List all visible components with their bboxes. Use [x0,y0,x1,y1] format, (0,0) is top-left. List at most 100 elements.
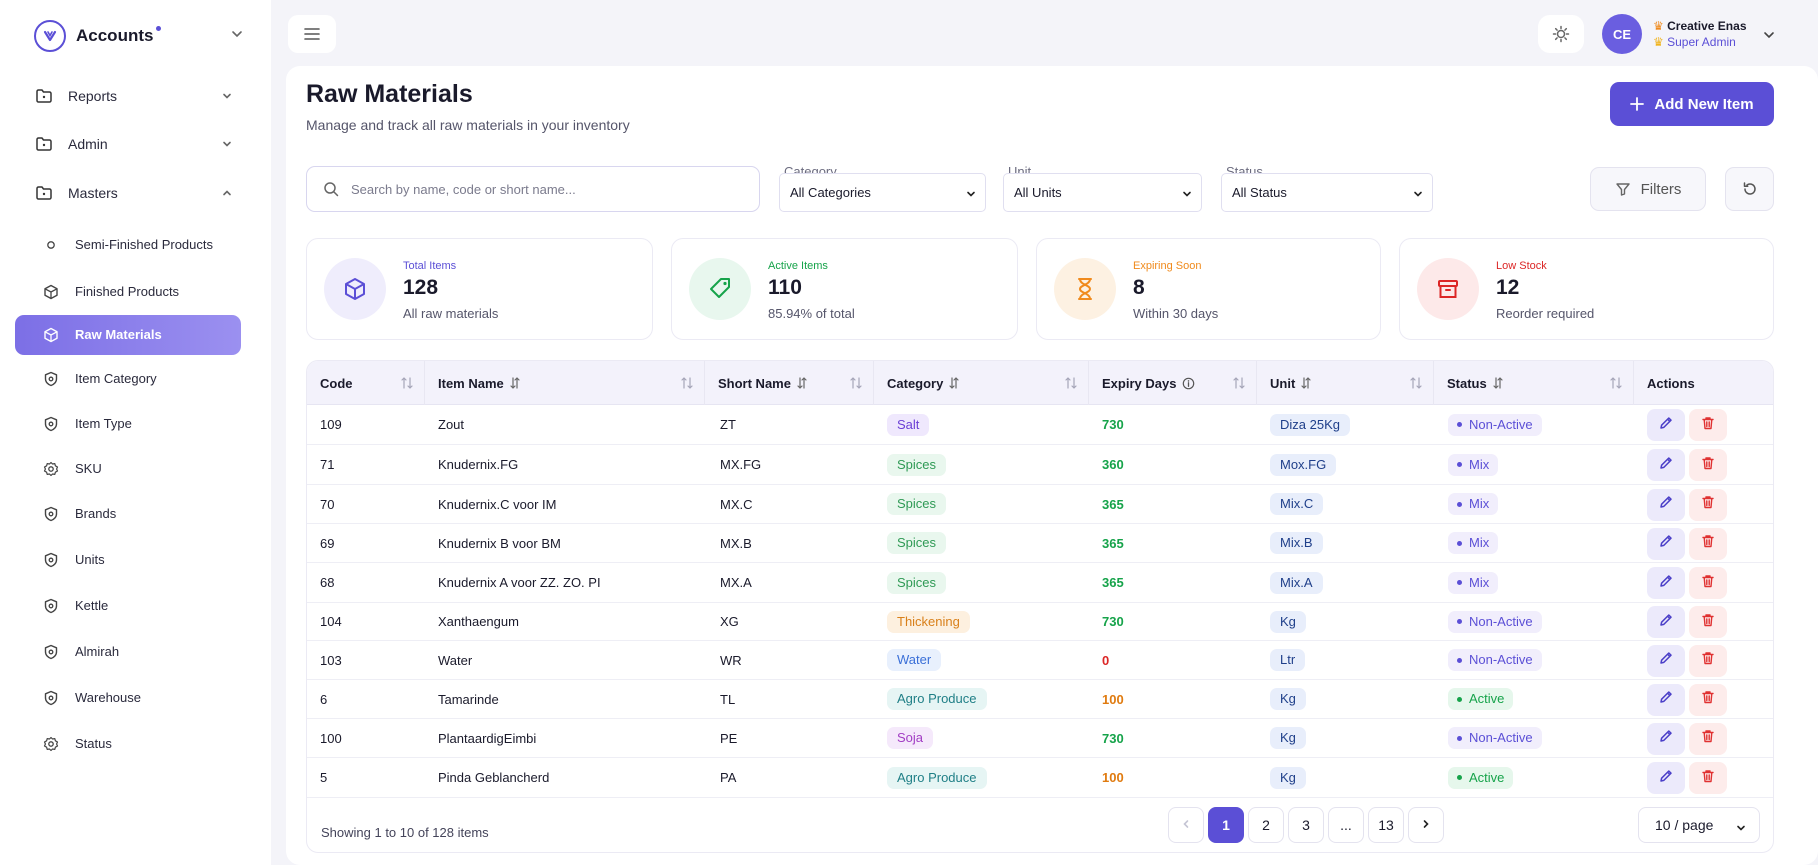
edit-button[interactable] [1647,606,1685,638]
sort-toggle-icon[interactable] [1232,376,1246,393]
shield-icon [43,552,59,568]
cell-short-name: MX.A [720,575,752,590]
chevron-down-icon[interactable] [230,27,244,46]
edit-button[interactable] [1647,449,1685,481]
cell-short-name: MX.FG [720,457,762,472]
delete-button[interactable] [1689,449,1727,481]
avatar[interactable]: CE [1602,14,1642,54]
sidebar-item-warehouse[interactable]: Warehouse [15,678,241,718]
filters-button[interactable]: Filters [1590,167,1706,211]
page-button-2[interactable]: 2 [1248,807,1284,843]
delete-button[interactable] [1689,488,1727,521]
edit-button[interactable] [1647,722,1685,755]
cell-code: 5 [320,770,328,785]
edit-button[interactable] [1647,644,1685,677]
column-header-status[interactable]: Status [1434,361,1634,405]
cell-expiry-days: 0 [1102,652,1110,668]
sort-toggle-icon[interactable] [1609,376,1623,393]
table-row[interactable]: 104 Xanthaengum XG Thickening 730 Kg Non-Activ… [307,603,1773,641]
reset-button[interactable] [1725,167,1774,211]
table-row[interactable]: 100 PlantaardigEimbi PE Soja 730 Kg Non-Active [307,719,1773,758]
sort-toggle-icon[interactable] [400,376,414,393]
delete-button[interactable] [1689,762,1727,794]
theme-toggle-button[interactable] [1538,15,1584,53]
menu-toggle-button[interactable] [288,15,336,53]
delete-button[interactable] [1689,683,1727,716]
edit-button[interactable] [1647,567,1685,599]
column-header-expiry-days[interactable]: Expiry Days [1089,361,1257,405]
sidebar-item-units[interactable]: Units [15,540,241,580]
previous-page-button[interactable] [1168,807,1204,843]
sort-toggle-icon[interactable] [1064,376,1078,393]
table-row[interactable]: 70 Knudernix.C voor IM MX.C Spices 365 Mix.C M… [307,485,1773,524]
column-header-item-name[interactable]: Item Name [425,361,705,405]
sidebar-section-reports[interactable]: Reports [15,76,241,116]
unit-select-value: All Units [1014,185,1062,200]
sidebar-section-admin[interactable]: Admin [15,124,241,164]
column-header-category[interactable]: Category [874,361,1089,405]
user-menu-chevron-icon[interactable] [1762,28,1776,47]
status-badge: Non-Active [1448,413,1542,436]
table-row[interactable]: 109 Zout ZT Salt 730 Diza 25Kg Non-Active [307,405,1773,445]
next-page-button[interactable] [1408,807,1444,843]
sort-icon [1493,377,1503,389]
table-row[interactable]: 6 Tamarinde TL Agro Produce 100 Kg Active [307,680,1773,719]
delete-button[interactable] [1689,527,1727,560]
pencil-icon [1659,495,1673,514]
brand[interactable]: Accounts [34,19,244,53]
cell-unit: Ltr [1270,641,1306,679]
sidebar-item-status[interactable]: Status [15,724,241,764]
sidebar-item-finished-products[interactable]: Finished Products [15,272,241,312]
trash-icon [1701,613,1715,632]
category-select[interactable]: All Categories [779,173,986,212]
page-button-13[interactable]: 13 [1368,807,1404,843]
sidebar-item-semi-finished-products[interactable]: Semi-Finished Products [15,225,241,265]
info-icon[interactable] [1182,377,1195,390]
search-box[interactable] [306,166,760,212]
table-row[interactable]: 71 Knudernix.FG MX.FG Spices 360 Mox.FG Mix [307,445,1773,485]
cell-short-name: ZT [720,417,736,432]
sort-toggle-icon[interactable] [849,376,863,393]
box-icon [324,258,386,320]
table-row[interactable]: 5 Pinda Geblancherd PA Agro Produce 100 Kg Act… [307,758,1773,798]
delete-button[interactable] [1689,567,1727,599]
edit-button[interactable] [1647,683,1685,716]
column-header-unit[interactable]: Unit [1257,361,1434,405]
per-page-select[interactable]: 10 / page [1638,807,1760,843]
add-new-item-button[interactable]: Add New Item [1610,82,1774,126]
edit-button[interactable] [1647,527,1685,560]
column-header-short-name[interactable]: Short Name [705,361,874,405]
search-input[interactable] [351,181,731,197]
sidebar-item-raw-materials[interactable]: Raw Materials [15,315,241,355]
sidebar-item-brands[interactable]: Brands [15,494,241,534]
status-select[interactable]: All Status [1221,173,1433,212]
table-row[interactable]: 103 Water WR Water 0 Ltr Non-Active [307,641,1773,680]
sidebar-item-almirah[interactable]: Almirah [15,632,241,672]
sidebar-section-masters[interactable]: Masters [15,173,241,213]
delete-button[interactable] [1689,606,1727,638]
chevron-left-icon [1180,817,1192,833]
status-badge: Non-Active [1448,649,1542,671]
column-header-code[interactable]: Code [307,361,425,405]
brand-logo-icon [34,20,66,52]
delete-button[interactable] [1689,409,1727,441]
sidebar-item-item-category[interactable]: Item Category [15,359,241,399]
sidebar-item-kettle[interactable]: Kettle [15,586,241,626]
page-button-3[interactable]: 3 [1288,807,1324,843]
sidebar-item-label: Warehouse [75,690,141,705]
delete-button[interactable] [1689,644,1727,677]
sort-toggle-icon[interactable] [1409,376,1423,393]
unit-select[interactable]: All Units [1003,173,1202,212]
sidebar-item-sku[interactable]: SKU [15,449,241,489]
edit-button[interactable] [1647,488,1685,521]
table-row[interactable]: 69 Knudernix B voor BM MX.B Spices 365 Mix.B M… [307,524,1773,563]
page-button-1[interactable]: 1 [1208,807,1244,843]
delete-button[interactable] [1689,722,1727,755]
sort-toggle-icon[interactable] [680,376,694,393]
sidebar-item-item-type[interactable]: Item Type [15,404,241,444]
sidebar-item-label: Brands [75,506,117,521]
table-row[interactable]: 68 Knudernix A voor ZZ. ZO. PI MX.A Spices 3… [307,563,1773,603]
box-icon [43,327,59,343]
edit-button[interactable] [1647,409,1685,441]
edit-button[interactable] [1647,762,1685,794]
